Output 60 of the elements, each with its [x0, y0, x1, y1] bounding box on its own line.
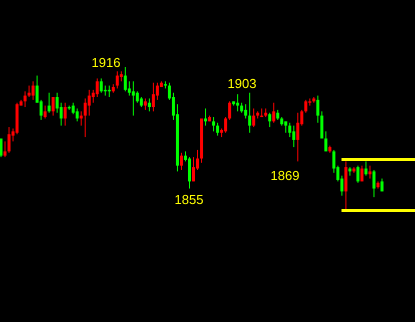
candlestick	[188, 156, 191, 190]
candlestick	[212, 116, 216, 132]
candlestick	[224, 116, 228, 134]
candlestick	[288, 122, 292, 138]
candlestick	[140, 96, 143, 108]
candlestick	[356, 165, 360, 184]
candlestick	[32, 80, 35, 100]
candlestick	[192, 156, 196, 182]
candlestick	[240, 102, 244, 114]
candlestick	[28, 85, 31, 98]
candlestick	[152, 82, 155, 112]
candlestick	[64, 102, 67, 126]
candlestick	[100, 78, 103, 94]
candlestick	[216, 122, 220, 136]
annotation: 1916	[92, 55, 120, 70]
candlestick	[364, 160, 368, 176]
candlestick	[144, 98, 147, 110]
candlestick	[372, 169, 376, 198]
candlestick	[324, 130, 328, 152]
candlestick	[96, 78, 99, 98]
candlestick	[104, 85, 107, 96]
candlestick	[52, 96, 55, 116]
candlestick	[228, 100, 232, 120]
candlestick	[204, 108, 208, 126]
candlestick	[180, 152, 183, 170]
candlestick	[272, 102, 276, 124]
candlestick	[120, 70, 123, 82]
candlestick	[368, 165, 372, 180]
candlestick	[248, 92, 252, 134]
candlestick	[276, 109, 280, 120]
candlestick	[84, 98, 87, 138]
candlestick	[244, 104, 248, 119]
candlestick	[48, 92, 51, 114]
candlestick	[252, 108, 256, 128]
candlestick	[4, 140, 7, 158]
candlestick	[320, 110, 324, 139]
annotation: 1903	[228, 76, 256, 91]
candlestick	[116, 70, 119, 89]
candlestick	[316, 95, 320, 124]
candlestick	[88, 89, 91, 116]
annotation: 1855	[174, 192, 204, 207]
candlestick	[296, 112, 300, 162]
candlestick	[80, 110, 83, 126]
candlestick	[360, 165, 364, 182]
candlestick	[24, 90, 27, 108]
candlestick	[0, 138, 3, 158]
candlestick	[124, 66, 127, 92]
candlestick	[268, 112, 272, 128]
candlestick	[132, 80, 135, 116]
candlestick	[148, 98, 151, 112]
candlestick	[304, 99, 308, 114]
candlestick	[292, 125, 296, 148]
candlestick	[8, 126, 11, 154]
candlestick	[136, 90, 139, 104]
candlestick	[108, 85, 111, 98]
annotation: 1869	[270, 168, 300, 183]
candlestick	[76, 108, 79, 122]
candlestick	[72, 102, 75, 115]
candlestick	[44, 105, 47, 119]
candlestick	[380, 178, 384, 192]
